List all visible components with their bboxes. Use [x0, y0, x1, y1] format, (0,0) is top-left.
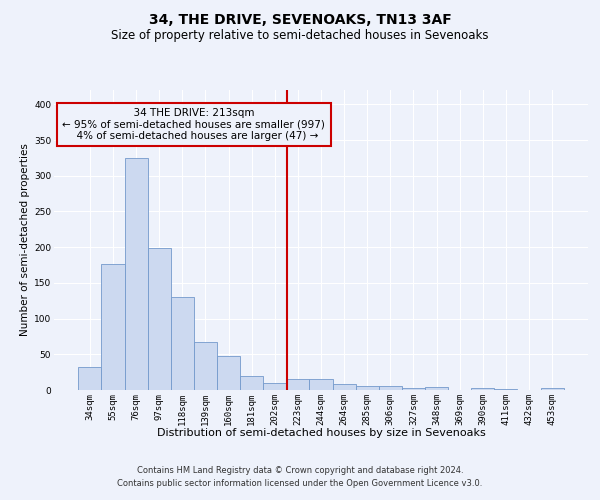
Text: 34 THE DRIVE: 213sqm  
← 95% of semi-detached houses are smaller (997)
  4% of s: 34 THE DRIVE: 213sqm ← 95% of semi-detac…	[62, 108, 325, 141]
Bar	[125, 158, 148, 390]
Text: Distribution of semi-detached houses by size in Sevenoaks: Distribution of semi-detached houses by …	[157, 428, 485, 438]
Bar	[217, 356, 240, 390]
Text: 34, THE DRIVE, SEVENOAKS, TN13 3AF: 34, THE DRIVE, SEVENOAKS, TN13 3AF	[149, 12, 451, 26]
Text: Contains public sector information licensed under the Open Government Licence v3: Contains public sector information licen…	[118, 478, 482, 488]
Bar	[240, 376, 263, 390]
Text: Size of property relative to semi-detached houses in Sevenoaks: Size of property relative to semi-detach…	[111, 29, 489, 42]
Text: Contains HM Land Registry data © Crown copyright and database right 2024.: Contains HM Land Registry data © Crown c…	[137, 466, 463, 475]
Bar	[402, 388, 425, 390]
Y-axis label: Number of semi-detached properties: Number of semi-detached properties	[20, 144, 30, 336]
Bar	[148, 248, 171, 390]
Bar	[332, 384, 356, 390]
Bar	[101, 264, 125, 390]
Bar	[379, 386, 402, 390]
Bar	[263, 383, 286, 390]
Bar	[494, 388, 517, 390]
Bar	[471, 388, 494, 390]
Bar	[286, 380, 310, 390]
Bar	[425, 387, 448, 390]
Bar	[194, 342, 217, 390]
Bar	[356, 386, 379, 390]
Bar	[78, 367, 101, 390]
Bar	[171, 297, 194, 390]
Bar	[310, 380, 332, 390]
Bar	[541, 388, 564, 390]
